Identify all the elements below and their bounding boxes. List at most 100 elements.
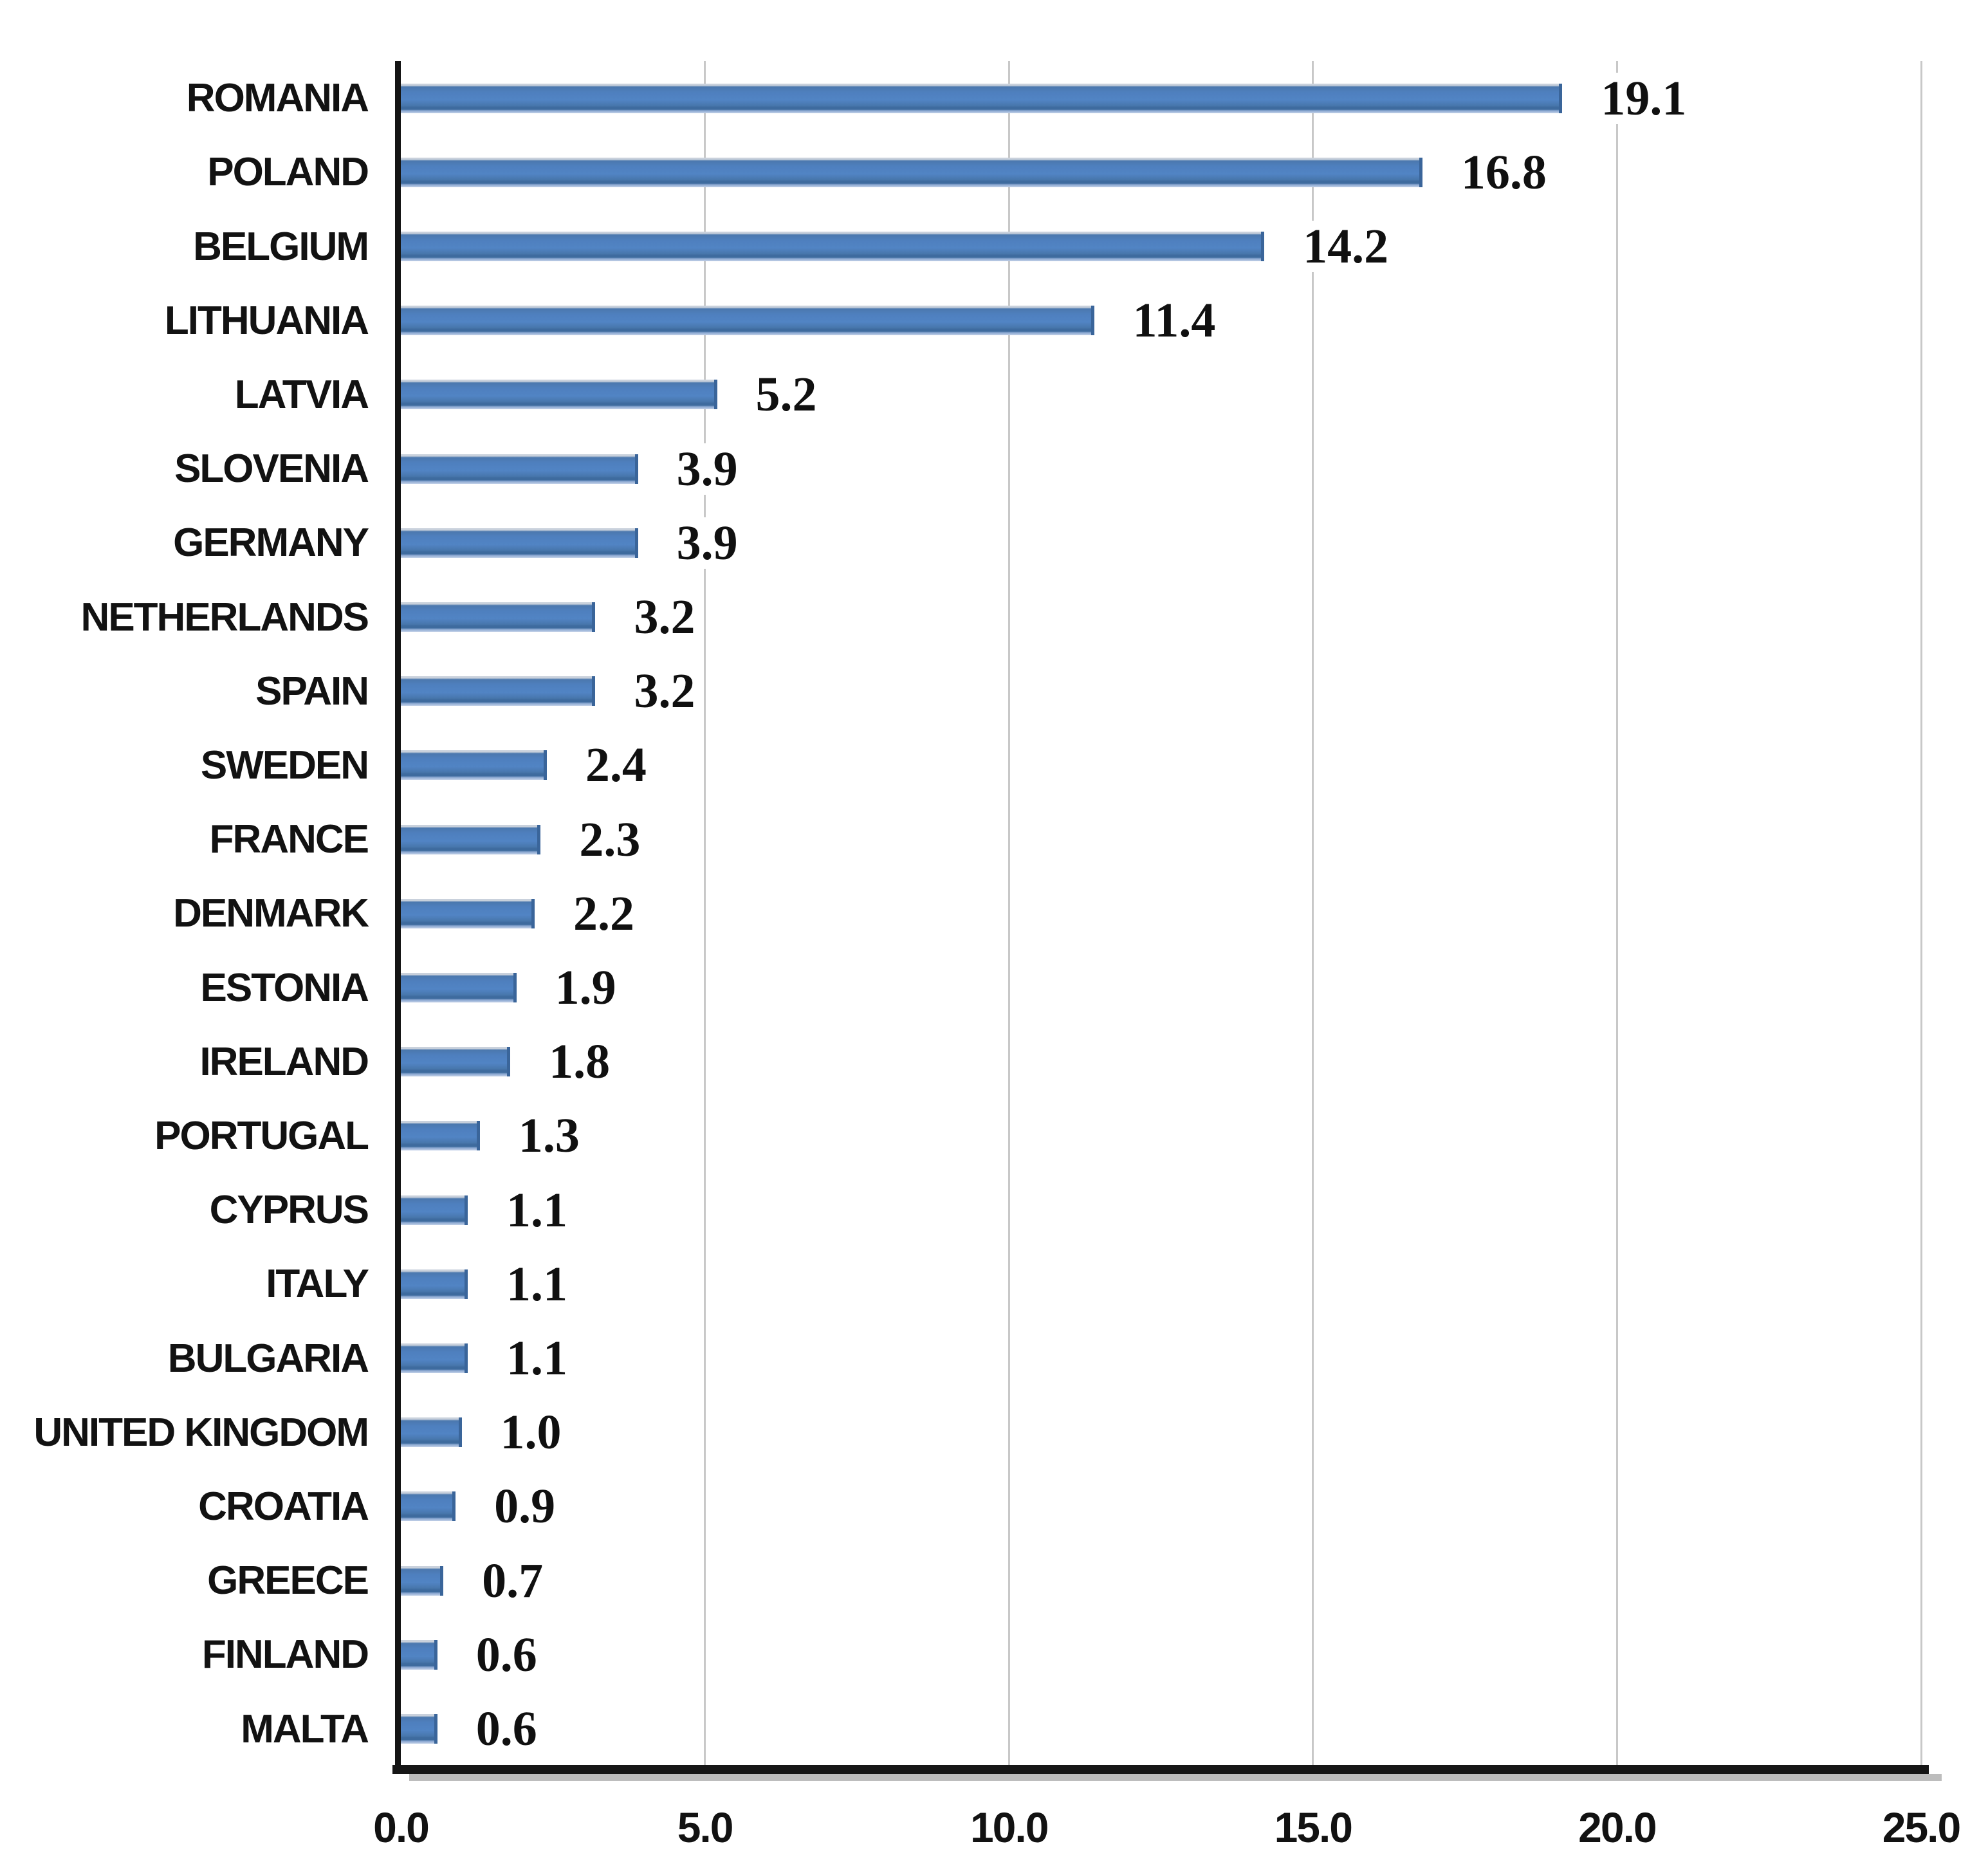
bar xyxy=(401,1417,462,1448)
category-label: NETHERLANDS xyxy=(80,595,369,640)
bar-zone: 2.3 xyxy=(386,802,1988,876)
gridline xyxy=(1920,61,1922,1766)
category-label: POLAND xyxy=(207,150,369,195)
chart-row: FINLAND 0.6 xyxy=(0,1618,1988,1692)
chart-row: CYPRUS 1.1 xyxy=(0,1173,1988,1247)
bar-zone: 1.8 xyxy=(386,1025,1988,1099)
value-label: 11.4 xyxy=(1126,295,1222,347)
value-label: 3.9 xyxy=(670,517,744,569)
bar-zone: 19.1 xyxy=(386,61,1988,135)
bar xyxy=(401,306,1094,336)
value-label: 1.8 xyxy=(542,1036,617,1088)
chart-row: GREECE 0.7 xyxy=(0,1544,1988,1618)
chart-row: POLAND 16.8 xyxy=(0,135,1988,209)
bar xyxy=(401,602,596,632)
bar xyxy=(401,157,1422,187)
bar xyxy=(401,232,1265,261)
category-label: IRELAND xyxy=(199,1039,369,1084)
value-label: 2.2 xyxy=(566,887,641,939)
bar xyxy=(401,750,547,780)
category-label: BULGARIA xyxy=(167,1336,369,1381)
bar xyxy=(401,1121,480,1151)
category-label: MALTA xyxy=(241,1706,369,1751)
value-label: 1.1 xyxy=(499,1258,574,1310)
value-label: 14.2 xyxy=(1296,221,1395,272)
bar-zone: 1.0 xyxy=(386,1396,1988,1470)
x-tick-label: 15.0 xyxy=(1274,1804,1353,1851)
category-label: UNITED KINGDOM xyxy=(33,1410,369,1455)
category-label: ITALY xyxy=(266,1262,369,1307)
bar-zone: 1.1 xyxy=(386,1173,1988,1247)
bar-zone: 0.6 xyxy=(386,1692,1988,1766)
bar-zone: 3.9 xyxy=(386,506,1988,580)
value-label: 3.9 xyxy=(670,443,744,495)
category-label: SLOVENIA xyxy=(174,447,369,492)
chart-row: ESTONIA 1.9 xyxy=(0,950,1988,1024)
category-label: CROATIA xyxy=(198,1484,369,1529)
value-label: 1.1 xyxy=(499,1184,574,1236)
bar-zone: 11.4 xyxy=(386,284,1988,358)
bar-zone: 1.1 xyxy=(386,1321,1988,1395)
category-label: LITHUANIA xyxy=(164,298,369,343)
bar-zone: 2.2 xyxy=(386,876,1988,950)
chart-rows: ROMANIA 19.1 POLAND 16.8 BELGIUM 14.2 LITHUANI… xyxy=(0,61,1988,1766)
chart-row: UNITED KINGDOM 1.0 xyxy=(0,1396,1988,1470)
value-label: 1.9 xyxy=(548,962,623,1014)
chart-row: FRANCE 2.3 xyxy=(0,802,1988,876)
value-label: 0.7 xyxy=(475,1555,550,1607)
bar xyxy=(401,528,638,558)
x-axis-shadow xyxy=(409,1774,1942,1781)
chart-row: ITALY 1.1 xyxy=(0,1247,1988,1321)
chart-row: LATVIA 5.2 xyxy=(0,358,1988,432)
bar-zone: 1.1 xyxy=(386,1247,1988,1321)
bar xyxy=(401,1047,511,1077)
bar xyxy=(401,1639,437,1670)
value-label: 2.3 xyxy=(573,813,647,865)
gridline xyxy=(704,61,706,1766)
value-label: 0.9 xyxy=(488,1481,562,1533)
bar-zone: 3.9 xyxy=(386,432,1988,506)
chart-row: DENMARK 2.2 xyxy=(0,876,1988,950)
value-label: 16.8 xyxy=(1454,146,1553,198)
chart-row: PORTUGAL 1.3 xyxy=(0,1099,1988,1173)
value-label: 0.6 xyxy=(469,1628,544,1681)
x-tick-label: 10.0 xyxy=(970,1804,1049,1851)
bar xyxy=(401,454,638,484)
category-label: SWEDEN xyxy=(200,743,369,788)
value-label: 0.6 xyxy=(469,1703,544,1755)
gridline xyxy=(1615,61,1618,1766)
chart-row: ROMANIA 19.1 xyxy=(0,61,1988,135)
gridline xyxy=(1312,61,1314,1766)
bar-zone: 2.4 xyxy=(386,728,1988,802)
category-label: BELGIUM xyxy=(193,224,369,269)
chart-row: LITHUANIA 11.4 xyxy=(0,284,1988,358)
value-label: 3.2 xyxy=(627,591,702,643)
chart-row: SPAIN 3.2 xyxy=(0,654,1988,728)
value-label: 1.1 xyxy=(499,1333,574,1385)
x-axis-line xyxy=(392,1765,1929,1774)
category-label: ROMANIA xyxy=(186,76,369,121)
category-label: PORTUGAL xyxy=(154,1113,369,1158)
bar xyxy=(401,1343,468,1374)
x-tick-label: 0.0 xyxy=(373,1804,430,1851)
bar xyxy=(401,380,717,410)
bar xyxy=(401,676,596,706)
bar-zone: 0.6 xyxy=(386,1618,1988,1692)
bar xyxy=(401,1269,468,1299)
x-tick-label: 20.0 xyxy=(1578,1804,1657,1851)
bar-zone: 3.2 xyxy=(386,654,1988,728)
chart-row: BELGIUM 14.2 xyxy=(0,209,1988,283)
category-label: GERMANY xyxy=(173,521,369,566)
bar xyxy=(401,898,535,928)
x-tick-label: 25.0 xyxy=(1882,1804,1961,1851)
bar xyxy=(401,824,541,854)
bar-zone: 0.7 xyxy=(386,1544,1988,1618)
chart-row: CROATIA 0.9 xyxy=(0,1470,1988,1544)
chart-row: MALTA 0.6 xyxy=(0,1692,1988,1766)
chart-row: SLOVENIA 3.9 xyxy=(0,432,1988,506)
bar-zone: 14.2 xyxy=(386,209,1988,283)
category-label: FRANCE xyxy=(209,817,369,862)
chart-row: IRELAND 1.8 xyxy=(0,1025,1988,1099)
bar-zone: 3.2 xyxy=(386,580,1988,654)
